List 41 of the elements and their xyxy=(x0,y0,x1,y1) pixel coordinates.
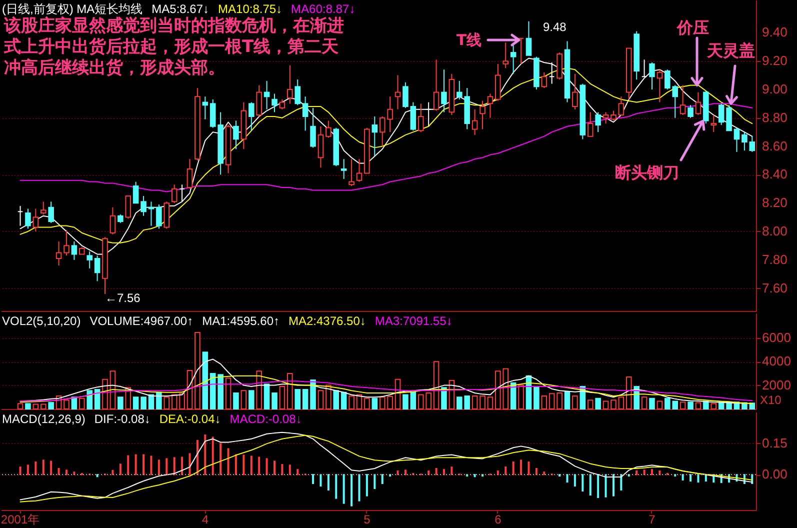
x-tick-label: 5 xyxy=(364,512,371,526)
annotation: MACD:-0.08↓ xyxy=(230,412,302,426)
annotation: VOLUME:4967.00↑ xyxy=(90,314,194,328)
annotation: T线 xyxy=(456,31,482,49)
text: DIF:-0.08↓ xyxy=(94,412,150,426)
y-tick-label: 8.40 xyxy=(762,166,788,182)
text: MA5:8.67↓ xyxy=(152,2,210,16)
text: MA1:4595.60↑ xyxy=(202,314,280,328)
y-tick-label: 7.80 xyxy=(762,252,788,267)
annotation: 9.48 xyxy=(543,20,567,34)
y-tick-label: 8.80 xyxy=(762,110,788,125)
text: MA3:7091.55↓ xyxy=(374,314,452,328)
y-tick-label: 0.15 xyxy=(762,435,788,450)
chart-title: MACD(12,26,9) xyxy=(2,412,86,426)
text: MA2:4376.50↓ xyxy=(288,314,366,328)
x-tick-label: 4 xyxy=(202,512,209,526)
y-tick-label: 9.40 xyxy=(762,24,788,40)
text: DEA:-0.04↓ xyxy=(159,412,221,426)
y-tick-label: 9.00 xyxy=(762,81,788,96)
annotation: 该股庄家显然感觉到当时的指数危机，在渐进式上升中出货后拉起，形成一根T线，第二天冲高后继续出货，形成头部。 xyxy=(3,16,344,78)
x-tick-label: 2001年 xyxy=(0,512,40,526)
x-tick-label: 6 xyxy=(494,512,502,526)
y-tick-label: 7.60 xyxy=(762,280,788,296)
x-tick-label: 7 xyxy=(648,512,656,526)
annotation: 断头铡刀 xyxy=(615,163,679,182)
y-tick-label: 6000 xyxy=(762,330,791,345)
y-tick-label: 8.60 xyxy=(762,138,788,154)
annotation: ←7.56 xyxy=(105,291,141,305)
y-axis-title: X10 xyxy=(760,393,782,407)
text: MA60:8.87↓ xyxy=(291,2,356,16)
annotation: 价压 xyxy=(676,18,709,37)
y-tick-label: 8.20 xyxy=(762,195,788,210)
y-tick-label: 8.00 xyxy=(762,223,788,238)
chart-title: (日线,前复权) MA短长均线 xyxy=(2,2,143,16)
y-tick-label: 9.20 xyxy=(762,53,788,68)
y-tick-label: 0.00 xyxy=(762,466,788,482)
chart-title: VOL2(5,10,20) xyxy=(2,314,81,328)
text: MA10:8.75↓ xyxy=(218,2,282,16)
y-tick-label: 2000 xyxy=(762,377,791,392)
y-tick-label: 4000 xyxy=(762,354,791,369)
annotation: 天灵盖 xyxy=(706,41,755,60)
